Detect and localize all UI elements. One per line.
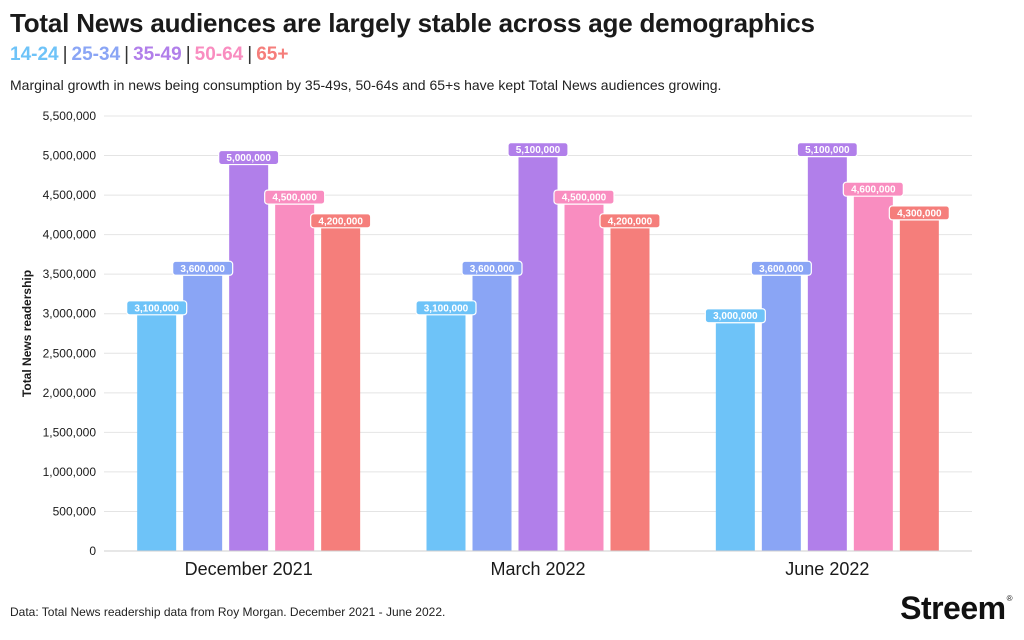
data-label-35-49: 5,100,000 bbox=[516, 145, 561, 156]
x-category-label: March 2022 bbox=[490, 559, 585, 579]
data-label-65-plus: 4,200,000 bbox=[318, 216, 363, 227]
data-label-35-49: 5,000,000 bbox=[226, 153, 271, 164]
bar-65-plus-2 bbox=[899, 210, 939, 551]
x-category-label: June 2022 bbox=[785, 559, 869, 579]
data-label-badge bbox=[842, 181, 904, 197]
bar-50-64-2 bbox=[853, 187, 893, 551]
y-tick-label: 3,500,000 bbox=[43, 267, 97, 281]
legend-separator: | bbox=[185, 44, 191, 65]
legend-item-65-plus: 65+ bbox=[256, 44, 289, 65]
y-tick-label: 2,000,000 bbox=[43, 386, 97, 400]
data-label-50-64: 4,500,000 bbox=[272, 193, 317, 204]
data-label-badge bbox=[750, 260, 812, 276]
data-label-badge bbox=[461, 260, 523, 276]
data-label-65-plus: 4,300,000 bbox=[897, 208, 942, 219]
data-label-badge bbox=[796, 142, 858, 158]
legend-separator: | bbox=[247, 44, 253, 65]
data-label-14-24: 3,100,000 bbox=[134, 303, 179, 314]
y-axis-title: Total News readership bbox=[20, 270, 34, 397]
x-category-label: December 2021 bbox=[185, 559, 313, 579]
data-label-badge bbox=[126, 300, 188, 316]
bar-35-49-0 bbox=[229, 155, 269, 551]
data-label-14-24: 3,000,000 bbox=[713, 311, 758, 322]
legend: 14-24 | 25-34 | 35-49 | 50-64 | 65+ bbox=[10, 44, 288, 66]
y-tick-label: 4,500,000 bbox=[43, 188, 97, 202]
data-label-50-64: 4,600,000 bbox=[851, 185, 896, 196]
data-label-50-64: 4,500,000 bbox=[562, 193, 607, 204]
legend-separator: | bbox=[62, 44, 68, 65]
data-label-35-49: 5,100,000 bbox=[805, 145, 850, 156]
bar-14-24-1 bbox=[426, 305, 466, 551]
data-source-note: Data: Total News readership data from Ro… bbox=[10, 605, 446, 619]
y-tick-label: 0 bbox=[89, 544, 96, 558]
legend-item-14-24: 14-24 bbox=[10, 44, 59, 65]
data-label-badge bbox=[704, 308, 766, 324]
legend-item-25-34: 25-34 bbox=[71, 44, 121, 65]
bar-35-49-1 bbox=[518, 147, 558, 552]
legend-separator: | bbox=[124, 44, 130, 65]
bar-25-34-2 bbox=[761, 266, 801, 551]
bar-50-64-1 bbox=[564, 195, 604, 551]
y-tick-label: 5,500,000 bbox=[43, 109, 97, 123]
data-label-badge bbox=[888, 205, 950, 221]
bar-65-plus-1 bbox=[610, 218, 650, 551]
y-tick-label: 5,000,000 bbox=[43, 149, 97, 163]
data-label-badge bbox=[507, 142, 569, 158]
data-label-25-34: 3,600,000 bbox=[759, 264, 804, 275]
y-tick-label: 500,000 bbox=[53, 504, 97, 518]
bar-25-34-0 bbox=[183, 266, 223, 551]
bar-14-24-2 bbox=[715, 313, 755, 551]
registered-mark: ® bbox=[1006, 594, 1013, 603]
data-label-badge bbox=[218, 149, 280, 166]
y-tick-label: 1,000,000 bbox=[43, 465, 97, 479]
data-label-badge bbox=[599, 213, 661, 229]
legend-item-50-64: 50-64 bbox=[194, 44, 244, 65]
data-label-badge bbox=[264, 189, 326, 205]
streem-logo: Streem® bbox=[900, 590, 1012, 627]
legend-item-35-49: 35-49 bbox=[133, 44, 182, 65]
data-label-badge bbox=[553, 189, 615, 205]
data-label-25-34: 3,600,000 bbox=[180, 264, 225, 275]
y-tick-label: 4,000,000 bbox=[43, 228, 97, 242]
data-label-badge bbox=[310, 213, 372, 229]
data-label-badge bbox=[415, 300, 477, 316]
y-tick-label: 3,000,000 bbox=[43, 307, 97, 321]
bar-35-49-2 bbox=[807, 147, 847, 552]
bar-25-34-1 bbox=[472, 266, 512, 551]
data-label-25-34: 3,600,000 bbox=[470, 264, 515, 275]
brand-name: Streem bbox=[900, 590, 1006, 626]
bar-14-24-0 bbox=[137, 305, 177, 551]
data-label-badge bbox=[172, 260, 234, 276]
bar-50-64-0 bbox=[275, 195, 315, 551]
y-tick-label: 2,500,000 bbox=[43, 346, 97, 360]
chart-subtitle: Marginal growth in news being consumptio… bbox=[10, 77, 722, 93]
y-tick-label: 1,500,000 bbox=[43, 425, 97, 439]
data-label-14-24: 3,100,000 bbox=[424, 303, 469, 314]
data-label-65-plus: 4,200,000 bbox=[608, 216, 653, 227]
bar-65-plus-0 bbox=[321, 218, 361, 551]
chart-title: Total News audiences are largely stable … bbox=[10, 8, 815, 38]
